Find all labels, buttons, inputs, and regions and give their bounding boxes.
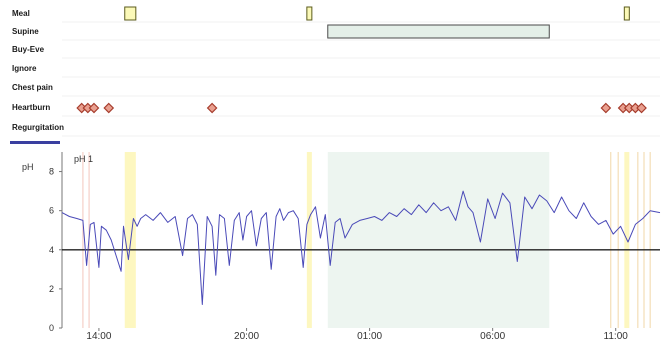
y-tick-label: 2 [49,284,54,294]
meal-event-box [124,6,137,21]
y-tick-label: 6 [49,206,54,216]
heartburn-marker [600,102,612,114]
event-row-label: Chest pain [12,83,53,92]
x-tick-label: 20:00 [234,331,259,342]
x-tick-label: 11:00 [604,331,629,342]
meal-event-box [623,6,630,21]
supine-band [327,152,550,328]
regurgitation-marker [10,141,60,144]
y-tick-label: 4 [49,245,54,255]
event-rows: Meal Supine Buy-Eve Ignore Chest pain Heartbu… [10,6,660,144]
supine-event-box [327,24,550,39]
event-row-label: Ignore [12,64,37,73]
x-tick-label: 06:00 [480,331,505,342]
event-row-label: Buy-Eve [12,45,45,54]
event-row-label: Supine [12,27,39,36]
event-row-label: Regurgitation [12,123,64,132]
ph-series-line [61,190,661,305]
series-label: pH 1 [74,154,93,164]
ph-plot: 8 6 4 2 0 14:00 20:00 01:00 06:00 11:00 [49,152,661,342]
y-tick-label: 0 [49,323,54,333]
x-tick-label: 14:00 [86,331,111,342]
heartburn-marker [206,102,218,114]
heartburn-marker [636,102,647,114]
meal-event-box [306,6,313,21]
heartburn-marker [88,102,100,114]
event-row-label: Meal [12,9,30,18]
x-tick-label: 01:00 [357,331,382,342]
y-axis-label: pH [22,162,34,172]
event-row-label: Heartburn [12,103,50,112]
meal-band [306,152,312,328]
y-tick-label: 8 [49,167,54,177]
heartburn-marker [103,102,115,114]
